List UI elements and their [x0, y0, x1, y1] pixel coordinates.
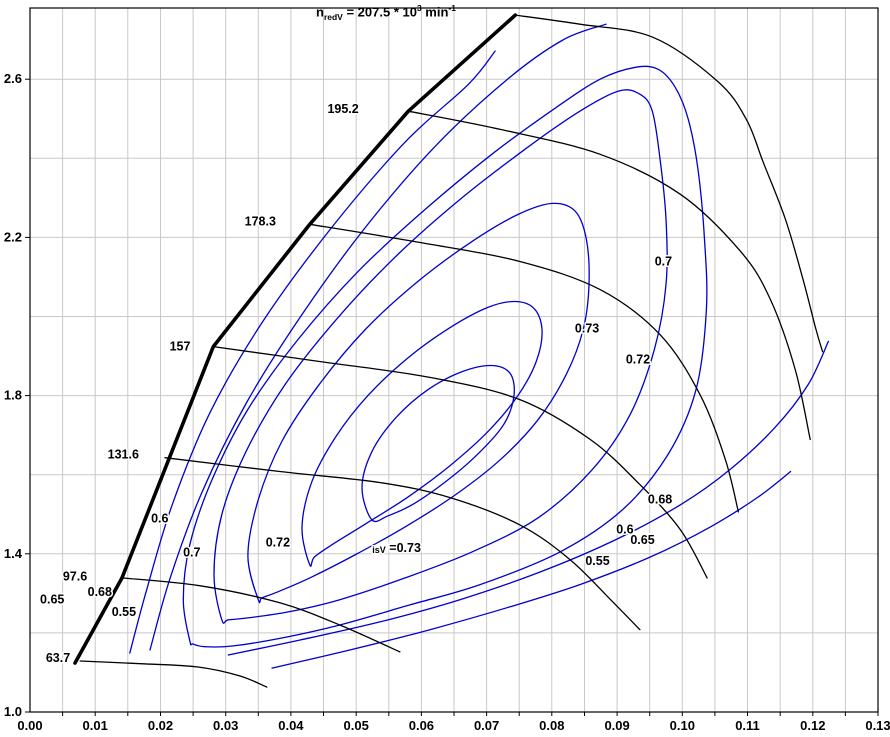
- speed-line-label-178.3: 178.3: [245, 215, 276, 229]
- efficiency-contour-c4: [213, 89, 668, 624]
- efficiency-contour-c3: [182, 65, 708, 648]
- title-unit-exponent: -1: [448, 3, 456, 13]
- speed-parameter-title: nredV = 207.5 * 103 min-1: [316, 3, 456, 22]
- x-tick-label: 0.12: [800, 718, 825, 733]
- efficiency-contour-c2: [149, 23, 607, 651]
- speed-line-label-97.6: 97.6: [63, 570, 87, 584]
- x-tick-label: 0.13: [865, 718, 890, 733]
- efficiency-contour-c5: [247, 202, 590, 604]
- efficiency-label-11-0.68: 0.68: [88, 585, 112, 599]
- x-tick-label: 0.05: [344, 718, 369, 733]
- efficiency-label-7-0.68: 0.68: [648, 493, 672, 507]
- x-tick-label: 0.04: [278, 718, 304, 733]
- x-tick-label: 0.01: [83, 718, 108, 733]
- speed-line-63.7: [79, 660, 268, 688]
- speed-line-97.6: [121, 577, 401, 653]
- efficiency-label-1-0.7: 0.7: [183, 546, 200, 560]
- efficiency-label-0-0.6: 0.6: [151, 512, 168, 526]
- x-tick-label: 0.02: [148, 718, 173, 733]
- efficiency-contour-c7: [361, 364, 515, 523]
- speed-line-178.3: [309, 223, 740, 513]
- efficiency-contour-c6: [301, 300, 543, 567]
- y-tick-label: 1.8: [4, 388, 22, 403]
- speed-line-157: [212, 345, 708, 579]
- x-tick-label: 0.09: [604, 718, 629, 733]
- title-exponent: 3: [416, 3, 422, 13]
- y-tick-label: 2.2: [4, 229, 22, 244]
- x-tick-label: 0.07: [474, 718, 499, 733]
- x-tick-label: 0.08: [539, 718, 564, 733]
- title-variable: n: [316, 4, 324, 20]
- efficiency-label-12-0.65: 0.65: [40, 593, 64, 607]
- efficiency-label-4-0.73: 0.73: [575, 321, 599, 335]
- speed-line-label-131.6: 131.6: [108, 448, 139, 462]
- x-tick-label: 0.03: [213, 718, 238, 733]
- efficiency-label-5-0.72: 0.72: [626, 353, 650, 367]
- speed-line-131.6: [164, 457, 641, 631]
- speed-line-label-195.2: 195.2: [327, 102, 358, 116]
- surge-line: [73, 13, 518, 665]
- x-tick-label: 0.11: [735, 718, 760, 733]
- y-tick-label: 1.0: [4, 704, 22, 719]
- x-tick-label: 0.00: [17, 718, 42, 733]
- efficiency-label-6-0.7: 0.7: [655, 255, 672, 269]
- efficiency-label-8-0.6: 0.6: [616, 523, 633, 537]
- efficiency-contour-c9: [271, 470, 792, 669]
- x-tick-label: 0.06: [409, 718, 434, 733]
- y-tick-label: 2.6: [4, 71, 22, 86]
- title-variable-subscript: redV: [323, 11, 343, 22]
- speed-line-207.5: [514, 14, 824, 353]
- efficiency-contour-c1: [129, 50, 496, 654]
- efficiency-label-13-0.55: 0.55: [112, 605, 136, 619]
- y-tick-label: 1.4: [4, 546, 23, 561]
- speed-line-label-63.7: 63.7: [46, 651, 70, 665]
- efficiency-label-10-0.55: 0.55: [585, 554, 609, 568]
- efficiency-label-2-0.72: 0.72: [266, 536, 290, 550]
- x-tick-label: 0.10: [670, 718, 695, 733]
- speed-line-label-157: 157: [170, 340, 191, 354]
- title-equation: = 207.5 * 10: [342, 4, 417, 20]
- title-unit: min: [421, 4, 449, 20]
- efficiency-label-3-0.73: isV =0.73: [372, 541, 421, 555]
- efficiency-label-9-0.65: 0.65: [630, 533, 654, 547]
- speed-line-195.2: [407, 110, 811, 441]
